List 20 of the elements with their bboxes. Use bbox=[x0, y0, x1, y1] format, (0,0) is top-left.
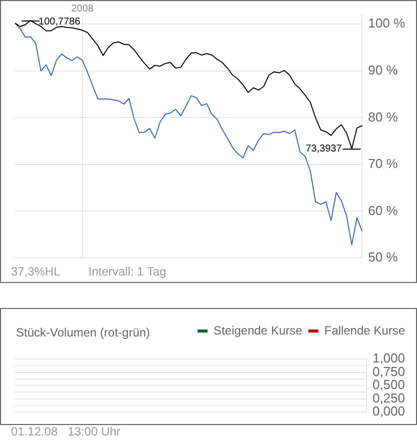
x-tick-label: 2008 bbox=[71, 4, 94, 15]
y-tick-label: 0,250 bbox=[372, 390, 406, 406]
annotation: 100,7786 bbox=[38, 16, 81, 28]
y-tick-label: 60 % bbox=[368, 202, 398, 218]
y-tick-label: 0,750 bbox=[372, 364, 406, 379]
legend-label: Steigende Kurse bbox=[214, 323, 303, 338]
annotation: 73,3937 bbox=[306, 143, 342, 154]
y-tick-label: 0,000 bbox=[372, 404, 406, 419]
y-tick-label: 0,500 bbox=[372, 377, 406, 392]
y-tick-label: 70 % bbox=[368, 156, 398, 172]
text: 37,3%HL bbox=[11, 264, 61, 278]
y-tick-label: 80 % bbox=[368, 109, 398, 124]
y-tick-label: 90 % bbox=[368, 62, 398, 78]
chart-title: Stück-Volumen (rot-grün) bbox=[16, 325, 150, 340]
y-tick-label: 100 % bbox=[368, 16, 406, 31]
text: 01.12.08 13:00 Uhr bbox=[11, 424, 120, 438]
y-tick-label: 50 % bbox=[368, 250, 398, 265]
text: Intervall: 1 Tag bbox=[88, 264, 166, 278]
legend-label: Fallende Kurse bbox=[324, 323, 406, 338]
y-tick-label: 1,000 bbox=[372, 350, 406, 366]
